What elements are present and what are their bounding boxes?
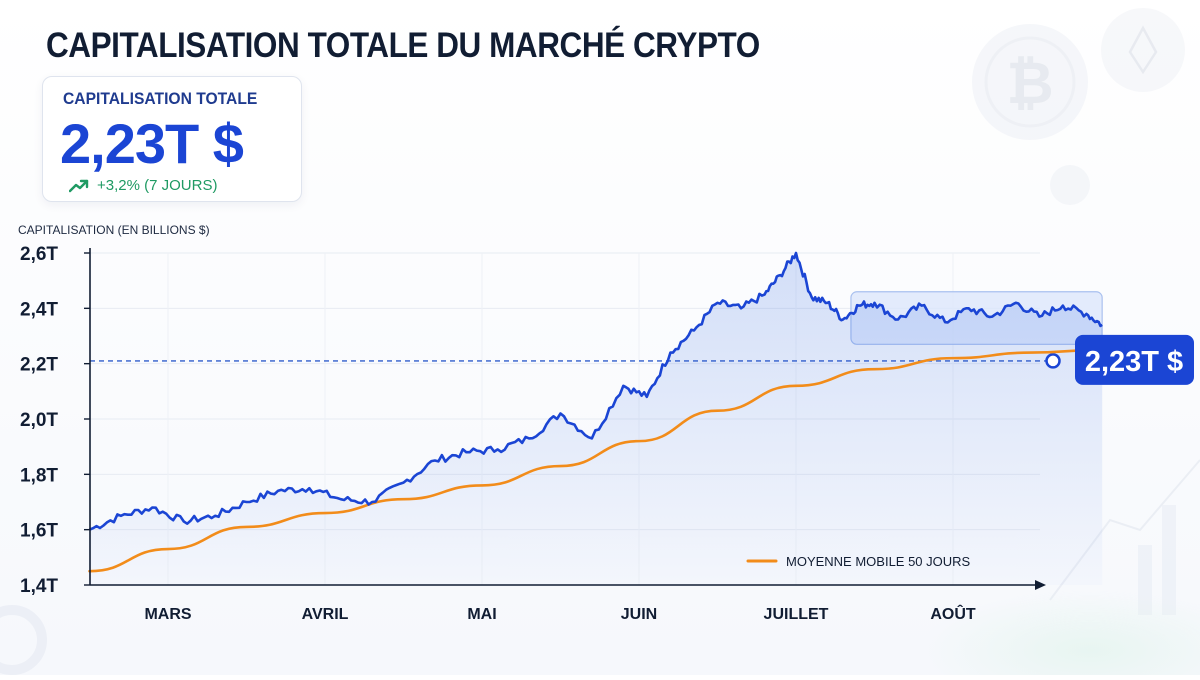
bitcoin-coin-ring: [984, 36, 1076, 128]
kpi-card: CAPITALISATION TOTALE 2,23T $ +3,2% (7 J…: [42, 76, 302, 202]
kpi-label: CAPITALISATION TOTALE: [63, 89, 258, 108]
ethereum-coin-icon: [1101, 8, 1185, 92]
legend-label: MOYENNE MOBILE 50 JOURS: [786, 554, 971, 569]
y-tick-label: 2,2T: [20, 355, 58, 376]
kpi-change-text: +3,2% (7 JOURS): [97, 177, 218, 194]
chart-legend: MOYENNE MOBILE 50 JOURS: [746, 554, 971, 569]
area-layer: [89, 253, 1103, 585]
current-value-tag: 2,23T $: [1075, 334, 1194, 385]
value-tag-text: 2,23T $: [1085, 346, 1183, 378]
y-tick-label: 2,0T: [20, 410, 58, 431]
value-tag-bg: [1075, 334, 1194, 385]
bitcoin-symbol: ₿: [1006, 51, 1053, 116]
bitcoin-coin-icon: [972, 24, 1088, 140]
y-tick-label: 1,6T: [20, 521, 58, 542]
reference-layer: [90, 353, 1061, 369]
y-axis-title: CAPITALISATION (EN BILLIONS $): [18, 223, 210, 237]
reference-marker: [1045, 353, 1061, 369]
x-tick-label: MAI: [467, 606, 496, 623]
decor-glow: [920, 590, 1200, 680]
ethereum-symbol: [1128, 25, 1158, 75]
x-tick-label: JUILLET: [764, 606, 829, 623]
y-tick-label: 1,8T: [20, 465, 58, 486]
series-area-fill: [89, 253, 1103, 585]
x-tick-label: JUIN: [621, 606, 657, 623]
series-layer: [88, 251, 1104, 573]
y-tick-label: 1,4T: [20, 576, 58, 597]
y-tick-label: 2,4T: [20, 299, 58, 320]
x-tick-labels: MARS AVRIL MAI JUIN JUILLET AOÛT: [144, 604, 975, 623]
x-tick-label: AVRIL: [302, 606, 349, 623]
x-axis-arrow: [1035, 580, 1046, 590]
decor-ring: [0, 605, 47, 675]
background-decor: ₿: [0, 8, 1200, 680]
kpi-value: 2,23T $: [60, 112, 244, 175]
chart-axes: [84, 248, 1046, 590]
moving-average-line: [88, 348, 1104, 573]
x-tick-label: AOÛT: [930, 604, 976, 623]
trending-up-icon: [69, 179, 89, 192]
y-tick-labels: 1,4T 1,6T 1,8T 2,0T 2,2T 2,4T 2,6T: [20, 244, 58, 597]
decor-dot: [1050, 165, 1090, 205]
y-tick-label: 2,6T: [20, 244, 58, 265]
market-cap-line: [88, 251, 1103, 531]
decor-bar: [1162, 505, 1176, 615]
kpi-change: +3,2% (7 JOURS): [69, 177, 217, 194]
page-title: CAPITALISATION TOTALE DU MARCHÉ CRYPTO: [46, 26, 760, 65]
x-tick-label: MARS: [144, 606, 191, 623]
